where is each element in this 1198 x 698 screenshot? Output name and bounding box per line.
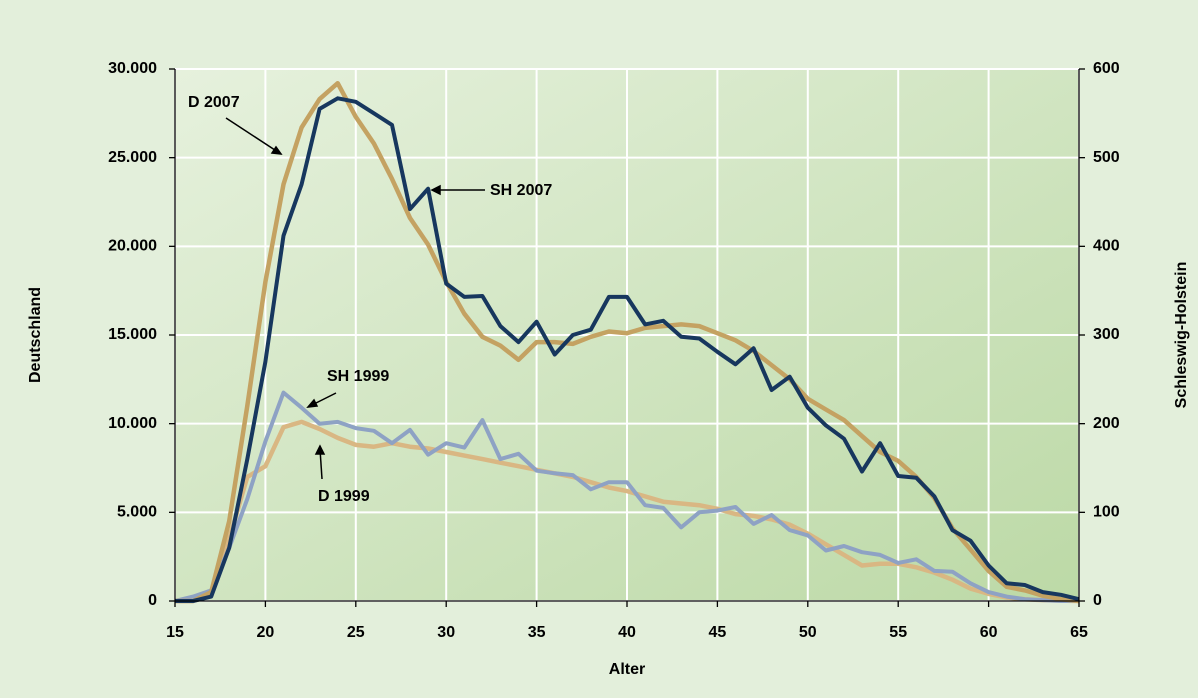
y2-axis-title: Schleswig-Holstein (1173, 262, 1190, 409)
x-tick-label: 20 (257, 624, 275, 641)
y-tick-label: 0 (148, 592, 157, 609)
x-tick-label: 35 (528, 624, 546, 641)
y-tick-label: 30.000 (108, 60, 157, 77)
y2-tick-label: 100 (1093, 504, 1120, 521)
y-tick-label: 10.000 (108, 415, 157, 432)
annotation: D 2007 (188, 94, 240, 111)
arrowhead (306, 398, 319, 408)
y-tick-label: 5.000 (117, 504, 157, 521)
y-tick-label: 15.000 (108, 326, 157, 343)
x-tick-label: 45 (709, 624, 727, 641)
annotations: D 2007 SH 2007 SH 1999 D 1999 (188, 94, 552, 505)
x-tick-label: 30 (437, 624, 455, 641)
x-tick-label: 65 (1070, 624, 1088, 641)
x-tick-label: 60 (980, 624, 998, 641)
arrow (225, 117, 282, 155)
series-line (174, 390, 1079, 603)
x-tick-label: 40 (618, 624, 636, 641)
x-tick-label: 15 (166, 624, 184, 641)
arrowhead (314, 444, 326, 455)
x-axis-title: Alter (609, 661, 645, 678)
annotation: SH 1999 (327, 368, 389, 385)
annotation: D 1999 (318, 488, 370, 505)
y2-tick-label: 300 (1093, 326, 1120, 343)
y2-tick-label: 500 (1093, 149, 1120, 166)
y2-tick-label: 400 (1093, 238, 1120, 255)
x-tick-label: 50 (799, 624, 817, 641)
y2-tick-label: 0 (1093, 592, 1102, 609)
y-tick-label: 25.000 (108, 149, 157, 166)
y-axis-title: Deutschland (27, 287, 44, 383)
arrowhead (270, 145, 283, 155)
series-line (175, 96, 1080, 603)
y2-tick-label: 600 (1093, 60, 1120, 77)
series-line (175, 419, 1080, 604)
y-tick-label: 20.000 (108, 238, 157, 255)
arrowhead (430, 184, 441, 196)
annotation: SH 2007 (490, 182, 552, 199)
y2-tick-label: 200 (1093, 415, 1120, 432)
x-tick-label: 55 (889, 624, 907, 641)
x-tick-label: 25 (347, 624, 365, 641)
